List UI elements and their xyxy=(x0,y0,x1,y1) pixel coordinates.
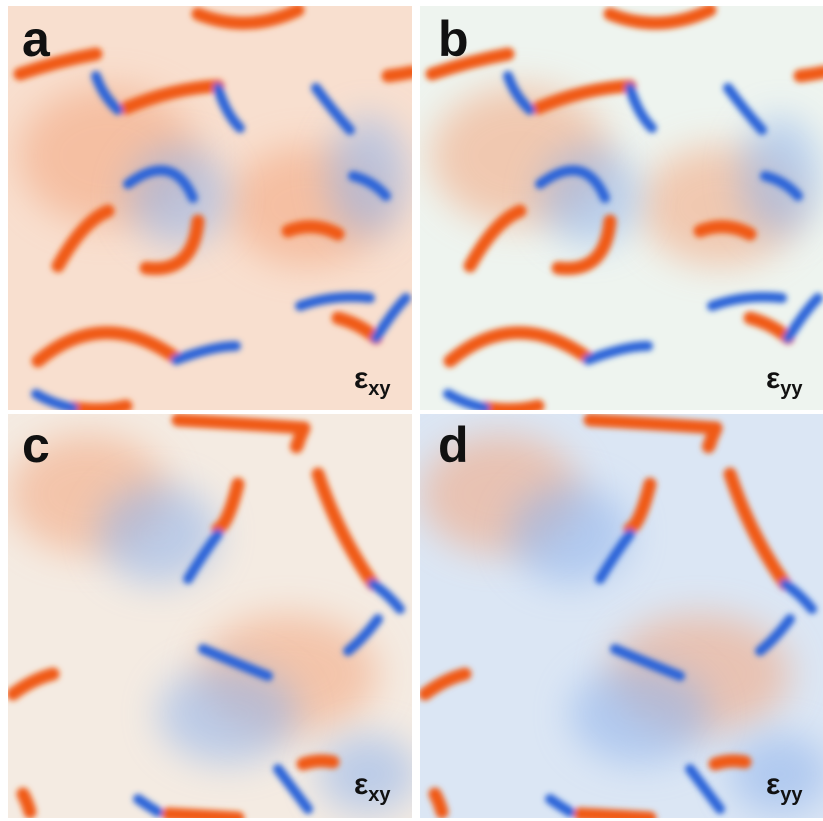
strain-subscript: xy xyxy=(368,784,391,806)
strain-symbol: ε xyxy=(354,768,368,801)
strain-subscript: yy xyxy=(780,378,803,400)
strain-subscript: xy xyxy=(368,378,391,400)
panel-label: d xyxy=(438,417,469,473)
panel xyxy=(420,6,823,410)
strain-label: εxy xyxy=(354,768,391,806)
strain-label: εxy xyxy=(354,362,391,400)
panel xyxy=(420,414,823,818)
panel-label: c xyxy=(22,417,50,473)
panel-label: b xyxy=(438,11,469,67)
strain-label: εyy xyxy=(766,362,803,400)
panel-label: a xyxy=(22,11,51,67)
strain-symbol: ε xyxy=(766,768,780,801)
panel xyxy=(8,414,412,818)
strain-subscript: yy xyxy=(780,784,803,806)
strain-label: εyy xyxy=(766,768,803,806)
panel xyxy=(8,6,412,410)
strain-symbol: ε xyxy=(766,362,780,395)
strain-symbol: ε xyxy=(354,362,368,395)
